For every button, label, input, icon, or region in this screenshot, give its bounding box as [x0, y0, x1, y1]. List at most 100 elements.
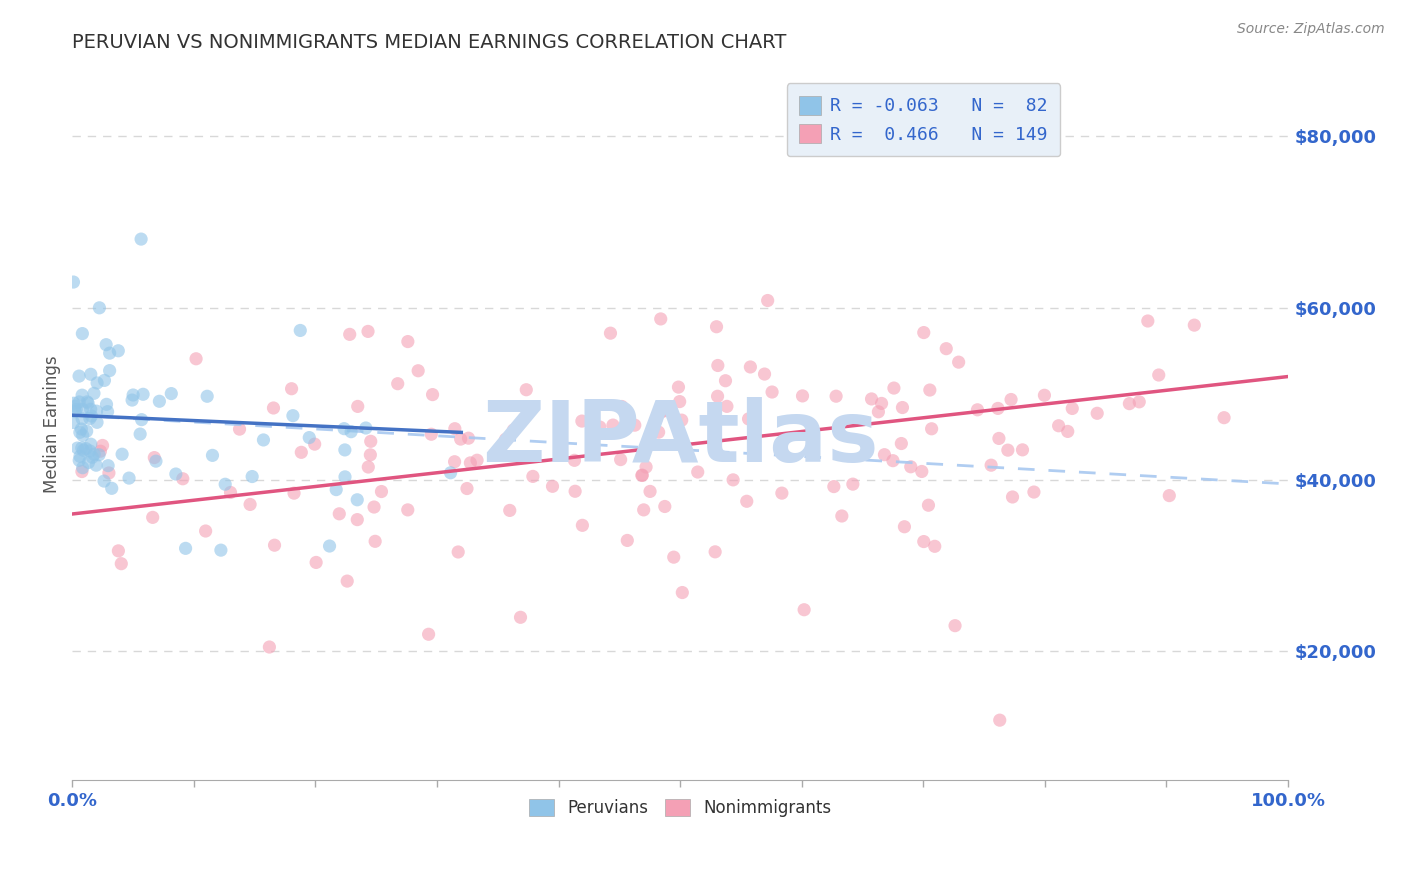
Point [564, 453, 586, 467]
Point [460, 456, 482, 470]
Point [87, 448, 110, 462]
Point [917, 498, 939, 512]
Point [142, 510, 165, 524]
Point [924, 539, 946, 553]
Point [145, 454, 167, 468]
Point [70, 465, 93, 479]
Point [638, 484, 661, 499]
Point [93, 373, 115, 387]
Point [754, 367, 776, 381]
Point [671, 413, 693, 427]
Point [883, 381, 905, 395]
Point [97, 466, 120, 480]
Point [1136, 314, 1159, 328]
Point [63, 396, 86, 410]
Point [704, 545, 727, 559]
Point [263, 538, 285, 552]
Point [129, 427, 152, 442]
Point [662, 550, 685, 565]
Point [987, 432, 1010, 446]
Point [346, 513, 368, 527]
Point [499, 503, 522, 517]
Point [761, 384, 783, 399]
Point [456, 482, 478, 496]
Point [67, 369, 90, 384]
Point [522, 469, 544, 483]
Point [65, 402, 87, 417]
Point [77, 396, 100, 410]
Point [280, 382, 302, 396]
Point [333, 422, 356, 436]
Point [647, 425, 669, 439]
Point [69, 425, 91, 440]
Point [239, 498, 262, 512]
Point [571, 518, 593, 533]
Point [616, 533, 638, 548]
Point [83, 386, 105, 401]
Point [671, 585, 693, 599]
Point [304, 437, 326, 451]
Point [66, 441, 89, 455]
Point [912, 326, 935, 340]
Point [541, 479, 564, 493]
Point [72, 326, 94, 341]
Point [631, 468, 654, 483]
Point [860, 392, 883, 406]
Legend: Peruvians, Nonimmigrants: Peruvians, Nonimmigrants [520, 790, 839, 825]
Point [70, 441, 93, 455]
Point [792, 389, 814, 403]
Point [900, 459, 922, 474]
Point [988, 713, 1011, 727]
Point [966, 402, 988, 417]
Point [443, 455, 465, 469]
Point [706, 389, 728, 403]
Point [283, 486, 305, 500]
Point [651, 404, 673, 418]
Point [354, 421, 377, 435]
Point [72, 460, 94, 475]
Point [737, 412, 759, 426]
Point [870, 396, 893, 410]
Point [259, 640, 281, 654]
Point [491, 448, 513, 462]
Point [84, 458, 107, 473]
Point [70, 422, 93, 436]
Point [62, 275, 84, 289]
Point [252, 433, 274, 447]
Point [1062, 401, 1084, 416]
Point [714, 374, 737, 388]
Point [633, 503, 655, 517]
Point [502, 423, 524, 437]
Point [443, 422, 465, 436]
Point [174, 541, 197, 556]
Point [122, 388, 145, 402]
Point [948, 355, 970, 369]
Point [610, 400, 633, 414]
Point [143, 450, 166, 465]
Point [1182, 318, 1205, 333]
Point [609, 452, 631, 467]
Point [118, 471, 141, 485]
Point [131, 412, 153, 426]
Point [333, 442, 356, 457]
Point [943, 618, 966, 632]
Point [76, 394, 98, 409]
Point [336, 574, 359, 588]
Point [1147, 368, 1170, 382]
Point [825, 389, 848, 403]
Point [740, 359, 762, 374]
Point [654, 500, 676, 514]
Point [100, 481, 122, 495]
Point [770, 486, 793, 500]
Point [571, 414, 593, 428]
Point [873, 448, 896, 462]
Point [891, 401, 914, 415]
Point [72, 443, 94, 458]
Point [636, 460, 658, 475]
Point [82, 450, 104, 465]
Point [107, 343, 129, 358]
Point [69, 450, 91, 464]
Point [1085, 406, 1108, 420]
Point [439, 466, 461, 480]
Point [793, 603, 815, 617]
